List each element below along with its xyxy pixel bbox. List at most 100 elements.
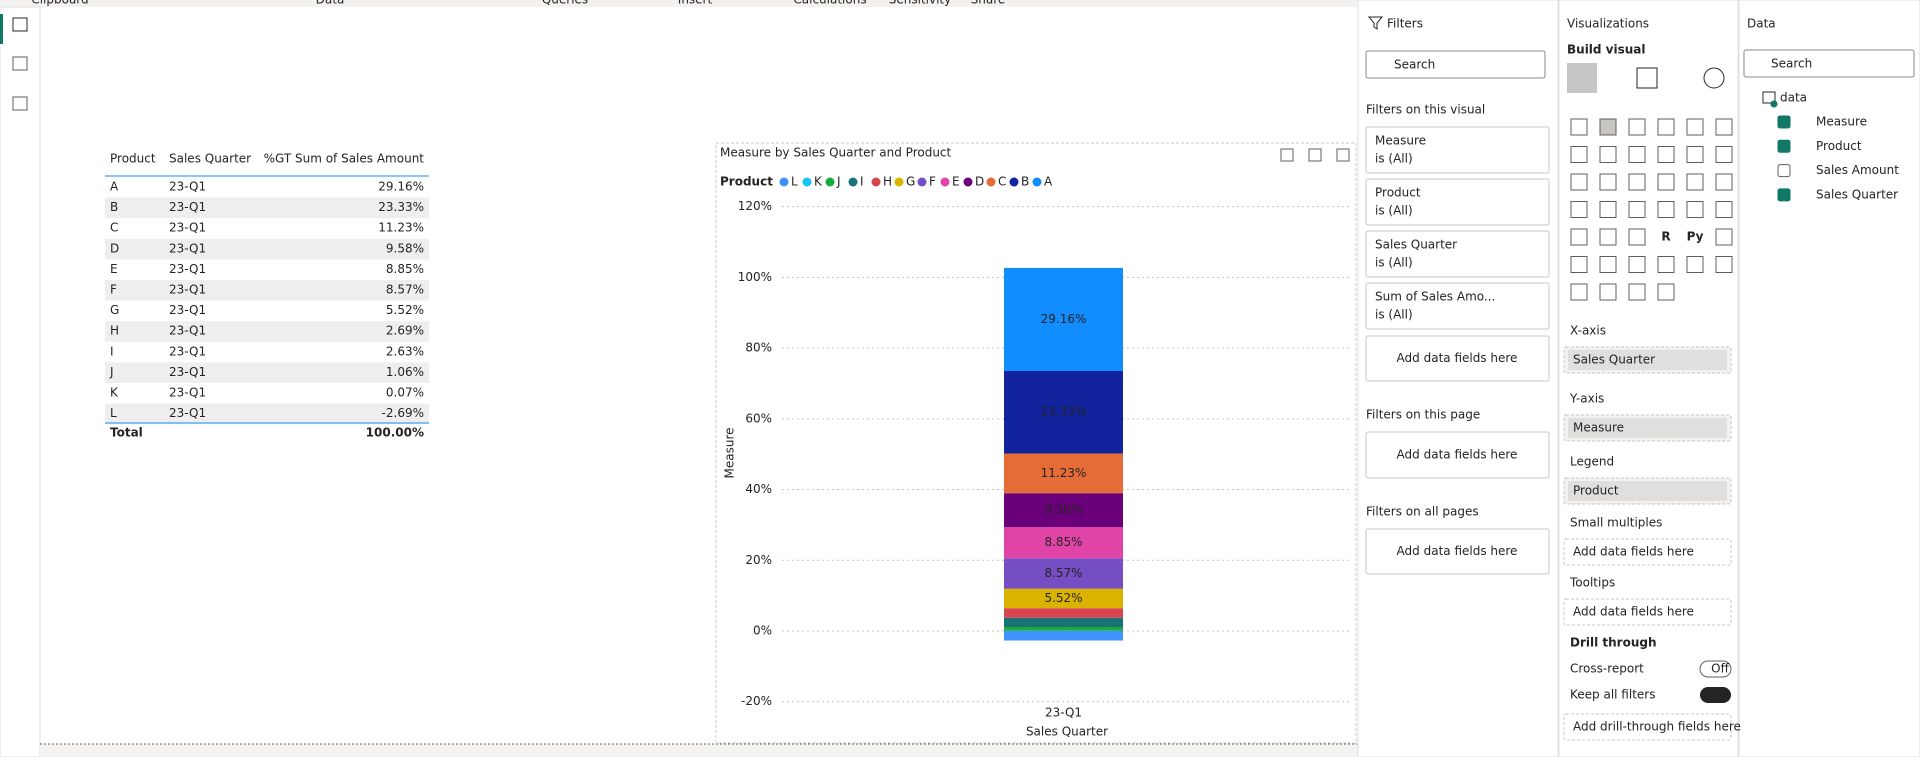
table-cell: 8.57% (386, 283, 424, 297)
visual-icon[interactable] (1657, 256, 1675, 273)
visual-icon[interactable] (1686, 201, 1704, 218)
toggle[interactable] (1699, 660, 1732, 678)
bar-segment (1004, 267, 1123, 371)
search-box[interactable] (1365, 50, 1546, 79)
visual-icon[interactable] (1599, 118, 1617, 136)
filter-card[interactable] (1365, 126, 1550, 174)
field-well[interactable] (1563, 598, 1732, 626)
visual-icon[interactable] (1686, 256, 1704, 273)
y-tick-label: 40% (745, 482, 772, 496)
visual-icon[interactable] (1628, 118, 1646, 136)
visual-header-icon[interactable] (1280, 148, 1294, 162)
well-label: Legend (1570, 455, 1614, 469)
visual-icon[interactable] (1628, 283, 1646, 301)
data-label: 11.23% (1041, 466, 1087, 480)
visual-icon[interactable] (1628, 146, 1646, 163)
data-label: 8.85% (1044, 535, 1082, 549)
visual-icon[interactable] (1628, 201, 1646, 218)
canvas-bottom (40, 744, 1358, 757)
search-box[interactable] (1743, 49, 1915, 78)
table-cell: F (110, 283, 117, 297)
visual-icon[interactable] (1686, 146, 1704, 163)
visual-icon[interactable] (1628, 228, 1646, 246)
drop-well[interactable] (1365, 528, 1550, 575)
table-icon (1762, 91, 1776, 104)
checkbox[interactable] (1777, 139, 1791, 153)
checkbox[interactable] (1777, 164, 1791, 178)
ribbon-group: Data (316, 0, 345, 7)
model-view-icon[interactable] (12, 96, 28, 111)
visual-icon[interactable] (1570, 201, 1588, 218)
visual-icon[interactable] (1686, 173, 1704, 191)
legend-label: G (906, 175, 915, 189)
row-shade (105, 403, 429, 425)
visual-icon[interactable] (1715, 256, 1733, 273)
nav-bar (0, 6, 41, 757)
pane-title: Data (1747, 17, 1776, 31)
checkbox[interactable] (1777, 115, 1791, 129)
table-cell: 23-Q1 (169, 262, 206, 276)
visual-icon[interactable] (1599, 173, 1617, 191)
toggle-label: Keep all filters (1570, 688, 1655, 702)
visual-icon[interactable] (1657, 201, 1675, 218)
visual-header-icon[interactable] (1308, 148, 1322, 162)
visual-icon[interactable] (1657, 283, 1675, 301)
field-placeholder: Add data fields here (1573, 545, 1694, 559)
visual-icon[interactable] (1715, 118, 1733, 136)
visual-icon[interactable] (1715, 201, 1733, 218)
visual-icon[interactable] (1570, 173, 1588, 191)
legend-label: D (975, 175, 984, 189)
visual-icon[interactable] (1599, 146, 1617, 163)
visual-icon[interactable] (1628, 173, 1646, 191)
field-well[interactable] (1563, 713, 1732, 741)
visual-icon[interactable] (1570, 118, 1588, 136)
legend-label: J (836, 175, 841, 189)
table-cell: 2.63% (386, 344, 424, 358)
filter-card[interactable] (1365, 282, 1550, 330)
visual-icon[interactable] (1570, 283, 1588, 301)
visual-icon[interactable] (1570, 146, 1588, 163)
field-pill[interactable] (1568, 481, 1727, 501)
format-tab[interactable] (1636, 67, 1658, 89)
visual-icon[interactable] (1570, 256, 1588, 273)
legend-swatch (917, 177, 927, 187)
visual-icon[interactable] (1599, 228, 1617, 246)
visual-icon[interactable] (1715, 228, 1733, 246)
data-table-name: data (1780, 91, 1807, 105)
analytics-tab[interactable] (1703, 67, 1725, 89)
drop-well-text: Add data fields here (1397, 448, 1518, 462)
field-well[interactable] (1563, 538, 1732, 566)
field-pill[interactable] (1568, 418, 1727, 438)
visual-icon[interactable] (1657, 118, 1675, 136)
field-pill[interactable] (1568, 350, 1727, 370)
toggle[interactable] (1700, 687, 1731, 703)
visual-icon[interactable] (1599, 256, 1617, 273)
visual-icon[interactable] (1657, 146, 1675, 163)
bar-segment (1004, 527, 1123, 559)
ribbon-group: Calculations (793, 0, 866, 7)
table-cell: 9.58% (386, 241, 424, 255)
table-cell: 23-Q1 (169, 180, 206, 194)
table-cell: D (110, 241, 119, 255)
filter-card[interactable] (1365, 230, 1550, 278)
build-tab-active[interactable] (1567, 63, 1597, 93)
bar-segment (1004, 627, 1123, 631)
visual-icon[interactable] (1715, 173, 1733, 191)
visual-icon[interactable] (1715, 146, 1733, 163)
visual-icon[interactable] (1657, 173, 1675, 191)
visual-header-icon[interactable] (1336, 148, 1350, 162)
visual-icon[interactable] (1628, 256, 1646, 273)
visual-icon[interactable] (1599, 201, 1617, 218)
visual-icon[interactable] (1570, 228, 1588, 246)
table-cell: 1.06% (386, 365, 424, 379)
report-view-icon[interactable] (12, 17, 28, 32)
legend-label: K (814, 175, 823, 189)
section-label: Filters on this page (1366, 408, 1480, 422)
visual-icon[interactable] (1599, 283, 1617, 301)
visual-icon[interactable] (1686, 118, 1704, 136)
drop-well[interactable] (1365, 431, 1550, 479)
checkbox[interactable] (1777, 188, 1791, 202)
filter-card[interactable] (1365, 178, 1550, 226)
drop-well[interactable] (1365, 335, 1550, 382)
table-view-icon[interactable] (12, 56, 28, 71)
